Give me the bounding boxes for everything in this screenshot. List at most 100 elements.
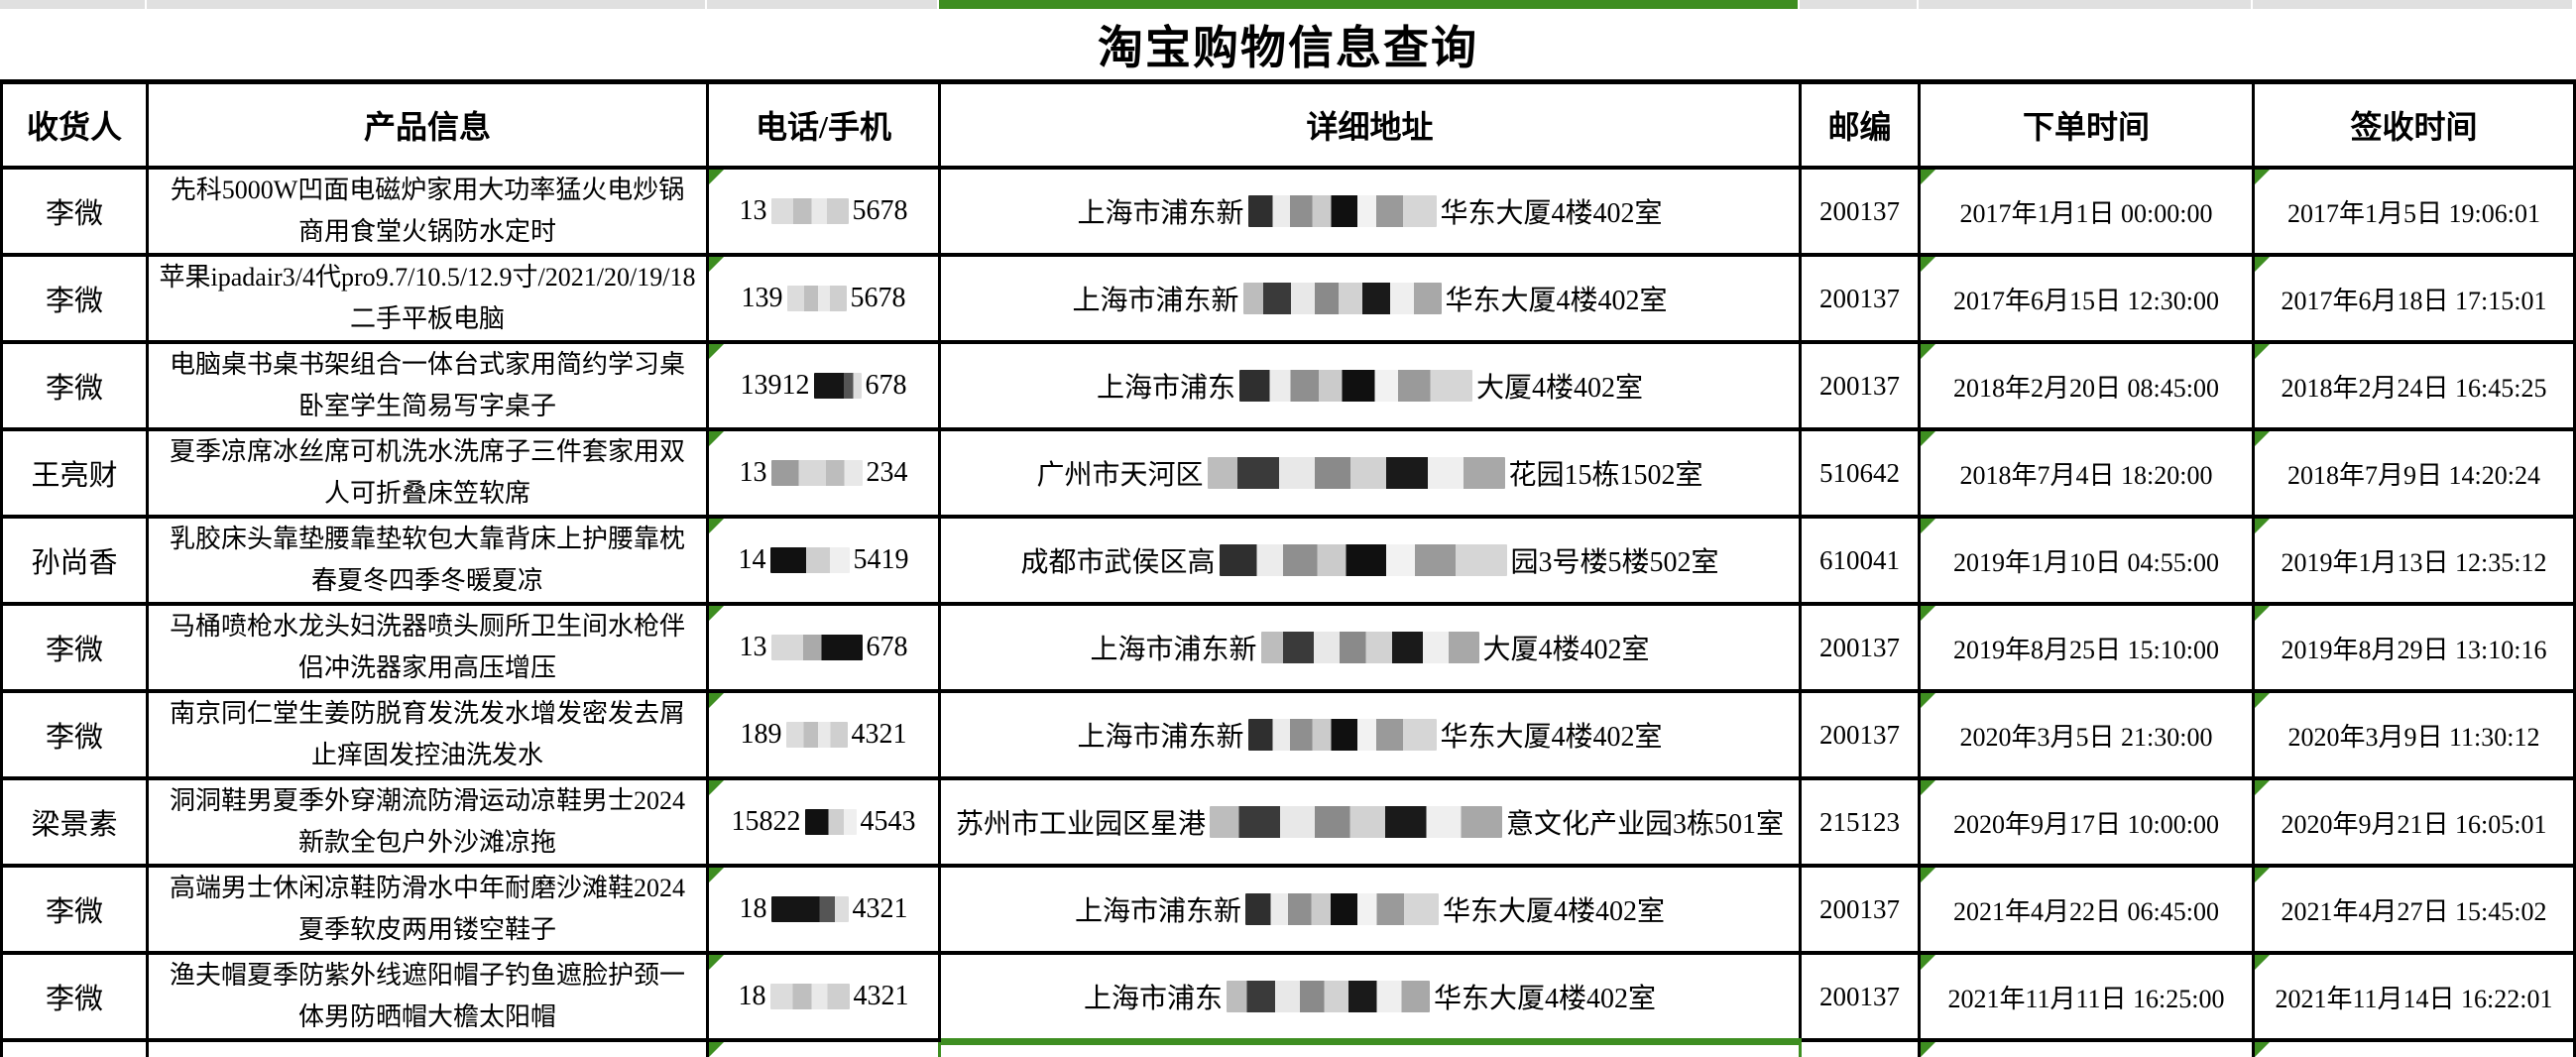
cell-address-partial[interactable] [941, 1042, 1802, 1057]
column-strip-segment[interactable] [707, 0, 937, 9]
cell-address[interactable]: 苏州市工业园区星港 意文化产业园3栋501室 [941, 780, 1802, 868]
cell-zip[interactable]: 200137 [1802, 955, 1921, 1042]
column-strip-segment[interactable] [0, 0, 145, 9]
cell-recipient[interactable]: 李微 [0, 693, 149, 780]
cell-sign-time[interactable]: 2019年1月13日 12:35:12 [2255, 519, 2576, 606]
cell-sign-time[interactable]: 2020年3月9日 11:30:12 [2255, 693, 2576, 780]
cell-product[interactable]: 马桶喷枪水龙头妇洗器喷头厕所卫生间水枪伴侣冲洗器家用高压增压 [149, 606, 709, 693]
cell-order-time-partial[interactable] [1921, 1042, 2255, 1057]
cell-recipient[interactable]: 梁景素 [0, 780, 149, 868]
redaction-block [769, 547, 850, 573]
cell-order-time[interactable]: 2017年1月1日 00:00:00 [1921, 170, 2255, 257]
cell-recipient[interactable]: 孙尚香 [0, 519, 149, 606]
error-indicator-icon [2255, 780, 2270, 795]
cell-recipient-partial[interactable] [0, 1042, 149, 1057]
cell-address[interactable]: 上海市浦东新 华东大厦4楼402室 [941, 170, 1802, 257]
cell-sign-time[interactable]: 2021年11月14日 16:22:01 [2255, 955, 2576, 1042]
cell-phone[interactable]: 18 4321 [709, 955, 941, 1042]
cell-sign-time[interactable]: 2018年7月9日 14:20:24 [2255, 431, 2576, 519]
cell-product[interactable]: 苹果ipadair3/4代pro9.7/10.5/12.9寸/2021/20/1… [149, 257, 709, 344]
column-strip-segment[interactable] [147, 0, 705, 9]
cell-product[interactable]: 电脑桌书桌书架组合一体台式家用简约学习桌卧室学生简易写字桌子 [149, 344, 709, 431]
cell-sign-time[interactable]: 2017年6月18日 17:15:01 [2255, 257, 2576, 344]
error-indicator-icon [709, 519, 724, 533]
cell-order-time[interactable]: 2020年9月17日 10:00:00 [1921, 780, 2255, 868]
cell-zip[interactable]: 200137 [1802, 606, 1921, 693]
error-indicator-icon [709, 257, 724, 272]
cell-sign-time-partial[interactable] [2255, 1042, 2576, 1057]
cell-recipient[interactable]: 李微 [0, 170, 149, 257]
cell-recipient[interactable]: 王亮财 [0, 431, 149, 519]
column-strip-segment[interactable] [2253, 0, 2572, 9]
cell-zip[interactable]: 200137 [1802, 344, 1921, 431]
cell-product-partial[interactable] [149, 1042, 709, 1057]
cell-sign-time[interactable]: 2018年2月24日 16:45:25 [2255, 344, 2576, 431]
cell-zip[interactable]: 200137 [1802, 257, 1921, 344]
cell-phone[interactable]: 14 5419 [709, 519, 941, 606]
cell-phone-partial[interactable] [709, 1042, 941, 1057]
redaction-block [813, 373, 862, 399]
selected-column-strip[interactable] [939, 0, 1798, 9]
cell-sign-time[interactable]: 2020年9月21日 16:05:01 [2255, 780, 2576, 868]
cell-recipient[interactable]: 李微 [0, 344, 149, 431]
cell-product[interactable]: 洞洞鞋男夏季外穿潮流防滑运动凉鞋男士2024新款全包户外沙滩凉拖 [149, 780, 709, 868]
redaction-block [1227, 981, 1430, 1012]
cell-phone[interactable]: 13 5678 [709, 170, 941, 257]
cell-address[interactable]: 上海市浦东新 华东大厦4楼402室 [941, 693, 1802, 780]
cell-zip[interactable]: 200137 [1802, 170, 1921, 257]
cell-phone[interactable]: 189 4321 [709, 693, 941, 780]
cell-order-time[interactable]: 2018年7月4日 18:20:00 [1921, 431, 2255, 519]
cell-product[interactable]: 夏季凉席冰丝席可机洗水洗席子三件套家用双人可折叠床笠软席 [149, 431, 709, 519]
column-header-address[interactable]: 详细地址 [941, 84, 1802, 170]
cell-order-time[interactable]: 2018年2月20日 08:45:00 [1921, 344, 2255, 431]
cell-phone[interactable]: 13 678 [709, 606, 941, 693]
cell-product[interactable]: 先科5000W凹面电磁炉家用大功率猛火电炒锅商用食堂火锅防水定时 [149, 170, 709, 257]
column-header-order-time[interactable]: 下单时间 [1921, 84, 2255, 170]
redaction-block [1245, 893, 1439, 925]
column-strip-segment[interactable] [1919, 0, 2251, 9]
cell-zip[interactable]: 200137 [1802, 868, 1921, 955]
cell-product[interactable]: 乳胶床头靠垫腰靠垫软包大靠背床上护腰靠枕春夏冬四季冬暖夏凉 [149, 519, 709, 606]
cell-product[interactable]: 渔夫帽夏季防紫外线遮阳帽子钓鱼遮脸护颈一体男防晒帽大檐太阳帽 [149, 955, 709, 1042]
cell-address[interactable]: 上海市浦东新 华东大厦4楼402室 [941, 257, 1802, 344]
cell-recipient[interactable]: 李微 [0, 955, 149, 1042]
cell-order-time[interactable]: 2017年6月15日 12:30:00 [1921, 257, 2255, 344]
cell-address[interactable]: 上海市浦东 大厦4楼402室 [941, 344, 1802, 431]
cell-product[interactable]: 南京同仁堂生姜防脱育发洗发水增发密发去屑止痒固发控油洗发水 [149, 693, 709, 780]
cell-recipient[interactable]: 李微 [0, 257, 149, 344]
cell-order-time[interactable]: 2019年8月25日 15:10:00 [1921, 606, 2255, 693]
cell-order-time[interactable]: 2021年11月11日 16:25:00 [1921, 955, 2255, 1042]
error-indicator-icon [709, 780, 724, 795]
column-header-product[interactable]: 产品信息 [149, 84, 709, 170]
column-header-sign-time[interactable]: 签收时间 [2255, 84, 2576, 170]
cell-recipient[interactable]: 李微 [0, 606, 149, 693]
cell-address[interactable]: 上海市浦东新 华东大厦4楼402室 [941, 868, 1802, 955]
cell-sign-time[interactable]: 2021年4月27日 15:45:02 [2255, 868, 2576, 955]
cell-address[interactable]: 成都市武侯区高 园3号楼5楼502室 [941, 519, 1802, 606]
column-header-phone[interactable]: 电话/手机 [709, 84, 941, 170]
cell-zip[interactable]: 215123 [1802, 780, 1921, 868]
cell-phone[interactable]: 13 234 [709, 431, 941, 519]
cell-phone[interactable]: 15822 4543 [709, 780, 941, 868]
cell-zip[interactable]: 610041 [1802, 519, 1921, 606]
redaction-block [770, 460, 863, 486]
cell-zip-partial[interactable] [1802, 1042, 1921, 1057]
cell-sign-time[interactable]: 2019年8月29日 13:10:16 [2255, 606, 2576, 693]
cell-zip[interactable]: 510642 [1802, 431, 1921, 519]
cell-recipient[interactable]: 李微 [0, 868, 149, 955]
cell-order-time[interactable]: 2021年4月22日 06:45:00 [1921, 868, 2255, 955]
cell-address[interactable]: 上海市浦东新 大厦4楼402室 [941, 606, 1802, 693]
cell-order-time[interactable]: 2020年3月5日 21:30:00 [1921, 693, 2255, 780]
cell-product[interactable]: 高端男士休闲凉鞋防滑水中年耐磨沙滩鞋2024夏季软皮两用镂空鞋子 [149, 868, 709, 955]
cell-order-time[interactable]: 2019年1月10日 04:55:00 [1921, 519, 2255, 606]
cell-phone[interactable]: 13912 678 [709, 344, 941, 431]
column-strip-segment[interactable] [1800, 0, 1917, 9]
cell-phone[interactable]: 18 4321 [709, 868, 941, 955]
column-header-zip[interactable]: 邮编 [1802, 84, 1921, 170]
cell-phone[interactable]: 139 5678 [709, 257, 941, 344]
cell-zip[interactable]: 200137 [1802, 693, 1921, 780]
cell-address[interactable]: 广州市天河区 花园15栋1502室 [941, 431, 1802, 519]
column-header-recipient[interactable]: 收货人 [0, 84, 149, 170]
cell-sign-time[interactable]: 2017年1月5日 19:06:01 [2255, 170, 2576, 257]
cell-address[interactable]: 上海市浦东 华东大厦4楼402室 [941, 955, 1802, 1042]
